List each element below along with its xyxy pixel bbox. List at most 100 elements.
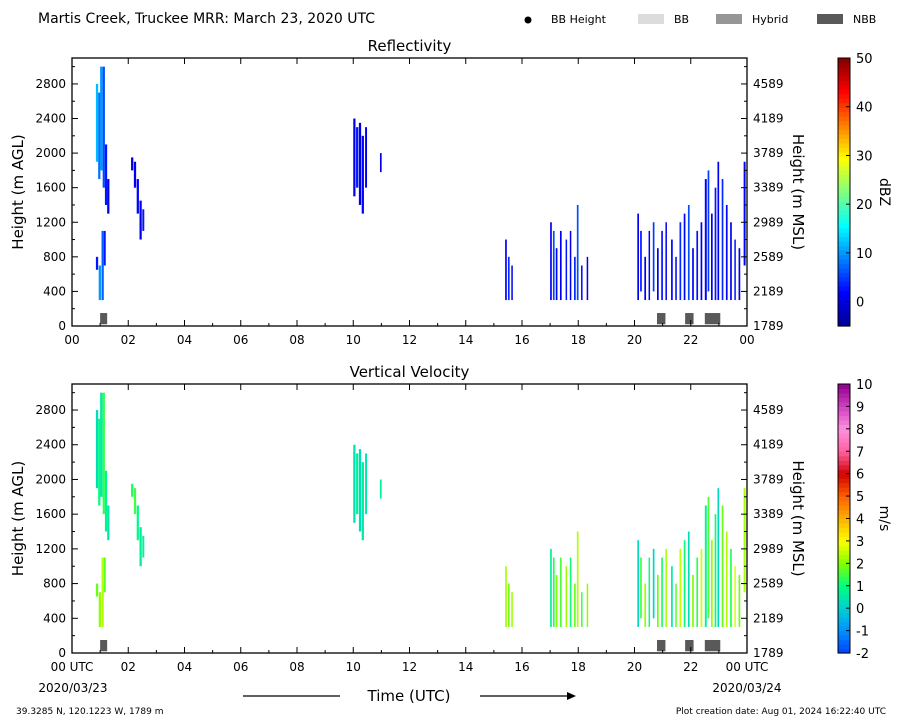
colorbar-segment [838,245,850,251]
y2-tick-label: 2189 [753,284,784,298]
echo-column [661,557,663,627]
x-tick-label: 00 UTC [51,660,94,674]
colorbar-tick-label: 1 [856,580,864,595]
y2-tick-label: 3389 [753,507,784,521]
plot-area [72,58,747,326]
echo-column [700,222,703,301]
colorbar-segment [838,392,850,399]
x-tick-label: 00 [739,333,754,347]
y2-tick-label: 4589 [753,403,784,417]
y2-tick-label: 3789 [753,146,784,160]
echo-column [586,256,589,301]
echo-column [102,66,105,188]
echo-column [95,583,99,597]
colorbar-segment [838,317,850,323]
colorbar-tick-label: 0 [856,296,864,311]
echo-column [700,548,703,627]
colorbar-segment [838,554,850,560]
nbb-marker [100,639,108,652]
x-tick-label: 22 [683,333,698,347]
colorbar-segment [838,599,850,605]
x-tick-label: 04 [177,333,192,347]
y2-axis-label: Height (m MSL) [789,134,807,250]
y-tick-label: 2800 [35,403,66,417]
echo-column [637,213,639,301]
colorbar-segment [838,522,850,529]
colorbar-segment [838,263,850,269]
creation-date-text: Plot creation date: Aug 01, 2024 16:22:4… [676,707,886,717]
echo-column [665,222,667,301]
x-tick-label: 18 [571,333,586,347]
echo-column [679,548,682,627]
colorbar-segment [838,621,850,627]
echo-column [101,557,104,627]
colorbar-label: dBZ [876,178,892,206]
colorbar-segment [838,272,850,278]
colorbar-segment [838,111,850,117]
colorbar-tick-label: 10 [856,378,873,393]
echo-column [683,540,686,627]
colorbar-segment [838,84,850,90]
legend-bb-height-marker [524,16,532,24]
colorbar-segment [838,151,850,157]
echo-column [730,548,732,627]
echo-column [565,239,568,301]
colorbar-segment [838,196,850,202]
echo-column [738,574,741,627]
x-tick-label: 20 [627,333,642,347]
y2-tick-label: 2989 [753,215,784,229]
colorbar-segment [838,107,850,113]
colorbar-segment [838,227,850,233]
colorbar-tick-label: 0 [856,602,864,617]
echo-column [687,204,690,301]
colorbar-segment [838,496,850,502]
y-axis-label: Height (m AGL) [9,461,27,576]
echo-column [565,566,568,627]
colorbar-tick-label: -1 [856,625,869,640]
y2-tick-label: 4189 [753,438,784,452]
legend-label: NBB [853,13,876,26]
colorbar-segment [838,464,850,470]
echo-column [576,204,579,301]
echo-column [711,213,713,301]
colorbar-segment [838,590,850,596]
echo-column [139,527,142,567]
echo-column [379,479,382,499]
colorbar-segment [838,183,850,189]
echo-column [743,488,746,593]
echo-column [139,200,142,240]
echo-column [644,583,647,627]
colorbar-segment [838,259,850,265]
colorbar-segment [838,455,850,461]
colorbar-segment [838,62,850,68]
colorbar-segment [838,603,850,609]
y2-tick-label: 4589 [753,77,784,91]
start-date-label: 2020/03/23 [38,681,107,695]
time-axis-arrowhead [567,692,576,700]
echo-column [133,161,137,188]
echo-column [569,557,572,627]
colorbar-segment [838,433,850,439]
colorbar-segment [838,509,850,515]
colorbar-segment [838,160,850,166]
echo-column [657,248,659,301]
y-tick-label: 1600 [35,507,66,521]
echo-column [133,488,137,515]
echo-column [734,566,736,627]
echo-column [104,470,108,532]
colorbar-segment [838,518,850,524]
colorbar-segment [838,308,850,314]
legend-swatch-hybrid [716,14,742,24]
colorbar-segment [838,581,850,587]
y2-tick-label: 2589 [753,577,784,591]
x-tick-label: 10 [346,660,361,674]
colorbar-tick-label: 50 [856,52,873,67]
echo-column [574,583,576,627]
echo-column [511,592,513,627]
colorbar-segment [838,491,850,497]
colorbar-segment [838,594,850,600]
legend-label: BB [674,13,689,26]
colorbar-segment [838,142,850,148]
colorbar-segment [838,469,850,475]
